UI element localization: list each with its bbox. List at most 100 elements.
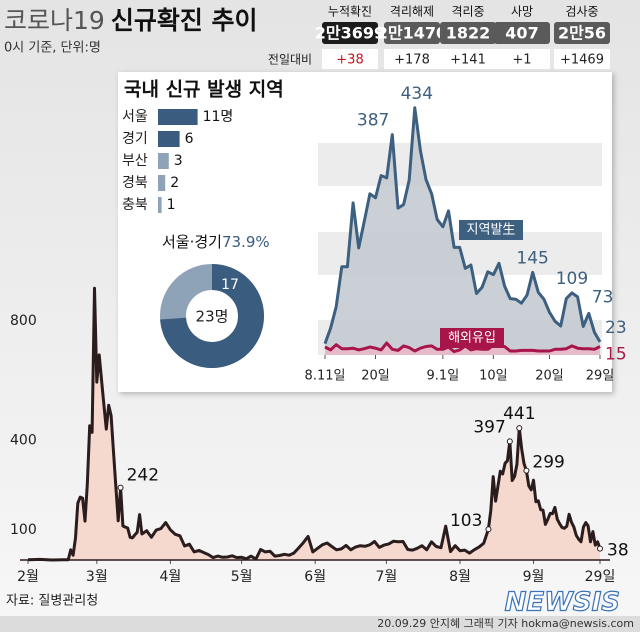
bar-label: 경북 [122, 175, 148, 191]
source: 자료: 질병관리청 [6, 594, 98, 609]
annotation-dot [523, 467, 530, 474]
donut-segment [160, 264, 264, 368]
x-tick-label: 29일 [586, 369, 615, 384]
change-box [440, 49, 496, 69]
legend-tag [440, 328, 504, 348]
line [27, 286, 602, 562]
stat-value: 2만1470 [377, 24, 447, 43]
x-tick-label: 4월 [160, 569, 182, 585]
x-tick-label: 6월 [304, 569, 326, 585]
bar-value: 3 [174, 153, 183, 169]
change-box [554, 49, 610, 69]
x-tick-label: 20일 [361, 369, 390, 384]
line [323, 106, 602, 345]
inset-title: 국내 신규 발생 지역 [124, 79, 284, 101]
change-box [322, 49, 378, 69]
band [318, 143, 602, 186]
stat-header: 사망 [511, 5, 533, 19]
stat-header: 격리해제 [390, 5, 434, 19]
bar [158, 153, 169, 169]
x-tick-label: 9.1일 [427, 369, 460, 384]
stat-box [440, 22, 496, 44]
stat-header: 누적확진 [328, 5, 372, 19]
annotation-dot [516, 425, 523, 432]
area [28, 288, 600, 560]
annotation-dot [506, 438, 513, 445]
footer-bar [0, 616, 640, 632]
stat-box [322, 22, 378, 44]
stat-box [554, 22, 610, 44]
bar-value: 1 [167, 197, 176, 213]
annotation: 387 [357, 111, 389, 131]
annotation: 103 [450, 511, 482, 531]
annotation: 23 [605, 318, 627, 338]
annotation: 434 [401, 84, 433, 104]
x-tick-label: 5월 [231, 569, 253, 585]
change-box [384, 49, 440, 69]
annotation-dot [597, 545, 603, 552]
annotation: 15 [605, 344, 627, 364]
donut-value: 17 [221, 277, 239, 293]
logo: NEWSIS [505, 588, 620, 618]
annotation: 109 [556, 269, 588, 289]
annotation: 145 [516, 248, 548, 268]
annotation: 441 [503, 404, 535, 424]
bar-value: 11명 [203, 109, 234, 125]
x-tick-label: 20일 [535, 369, 564, 384]
change-label: 전일대비 [268, 53, 312, 67]
stat-header: 격리중 [451, 5, 484, 19]
y-tick-label: 100 [10, 522, 37, 538]
bar-label: 경기 [122, 131, 148, 147]
annotation-dot [117, 484, 124, 491]
donut-center: 23명 [196, 308, 229, 326]
bar [158, 175, 166, 191]
bar [158, 109, 198, 125]
bar-value: 2 [170, 175, 179, 191]
y-tick-label: 800 [10, 313, 37, 329]
annotation-dot [485, 526, 492, 533]
title: 코로나19 신규확진 추이 [4, 6, 258, 35]
change-box [494, 49, 550, 69]
bar [158, 197, 162, 213]
stat-box [384, 22, 440, 44]
legend-label: 해외유입 [448, 331, 496, 346]
stat-header: 검사중 [565, 5, 598, 19]
main-chart: 100 400 800 2월 3월 4월 5월 6월 7월 8월 9월 29일 242 103 397441… [10, 286, 629, 585]
title-main: 신규확진 추이 [111, 6, 258, 35]
credit: 20.09.29 안지혜 그래픽 기자 hokma@newsis.com [377, 617, 634, 630]
legend-tag [459, 220, 523, 240]
donut-label: 서울·경기73.9% [162, 233, 270, 251]
stat-value: 2만56 [558, 24, 606, 43]
stat-box [494, 22, 550, 44]
donut-percent: 73.9% [222, 233, 270, 251]
subtitle: 0시 기준, 단위:명 [4, 41, 101, 56]
annotation: 397 [473, 417, 505, 437]
x-tick-label: 9월 [523, 569, 545, 585]
x-tick-label: 8월 [449, 569, 471, 585]
bar-label: 충북 [122, 197, 148, 213]
stats-table: 누적확진 2만3699 +38 격리해제 2만1470 +178 격리중 1822 +141 사망… [268, 5, 610, 69]
change-value: +38 [336, 53, 363, 68]
annotation: 73 [592, 287, 614, 307]
y-tick-label: 400 [10, 432, 37, 448]
annotation: 299 [532, 453, 564, 473]
change-value: +141 [450, 53, 486, 68]
bar [158, 131, 180, 147]
legend-label: 지역발生 [467, 223, 516, 238]
title-lead: 코로나19 [4, 6, 105, 35]
stat-value: 2만3699 [315, 24, 385, 43]
stat-value: 1822 [446, 24, 491, 43]
change-value: +178 [394, 53, 430, 68]
stat-value: 407 [505, 24, 538, 43]
change-value: +1 [512, 53, 531, 68]
bar-value: 6 [185, 131, 194, 147]
annotation: 242 [127, 466, 159, 486]
x-tick-label: 10일 [479, 369, 508, 384]
annotation: 38 [607, 541, 629, 561]
x-tick-label: 8.11일 [305, 369, 346, 384]
bar-label: 서울 [122, 109, 148, 125]
donut-label-text: 서울·경기 [162, 233, 222, 251]
